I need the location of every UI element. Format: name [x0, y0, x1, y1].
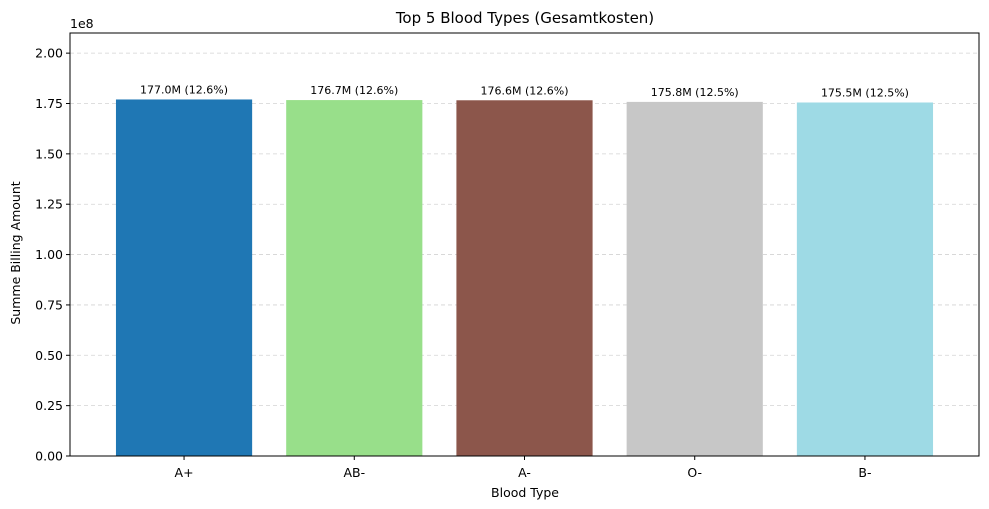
bar-B-	[796, 102, 934, 456]
bar-A+	[115, 99, 253, 456]
y-tick-label: 0.00	[35, 449, 63, 464]
x-tick-label: B-	[858, 465, 871, 480]
bar-value-label: 175.5M (12.5%)	[821, 86, 909, 99]
x-tick-label: AB-	[343, 465, 365, 480]
axes: 0.00 0.25 0.50 0.75 1.00 1.25 1.50 1.75 2.00 A+ AB…	[35, 32, 980, 480]
y-axis-offset-label: 1e8	[70, 16, 94, 31]
bar-value-label: 175.8M (12.5%)	[651, 86, 739, 99]
y-tick-label: 1.75	[35, 96, 63, 111]
y-tick-label: 0.75	[35, 297, 63, 312]
bar-AB-	[286, 100, 423, 456]
x-tick-label: A-	[518, 465, 531, 480]
bar-A-	[456, 100, 593, 456]
y-tick-label: 0.25	[35, 398, 63, 413]
bar-value-label: 176.6M (12.6%)	[480, 84, 568, 97]
bars: 177.0M (12.6%) 176.7M (12.6%) 176.6M (12.6…	[115, 83, 934, 456]
y-tick-label: 1.50	[35, 146, 63, 161]
y-tick-label: 0.50	[35, 348, 63, 363]
bar-value-label: 176.7M (12.6%)	[310, 84, 398, 97]
x-tick-label: A+	[175, 465, 194, 480]
bar-value-label: 177.0M (12.6%)	[140, 83, 228, 96]
y-tick-label: 1.25	[35, 197, 63, 212]
x-axis-label: Blood Type	[491, 485, 559, 500]
bar-O-	[626, 101, 763, 456]
chart-title: Top 5 Blood Types (Gesamtkosten)	[395, 9, 654, 27]
y-tick-label: 2.00	[35, 46, 63, 61]
plot-frame	[69, 32, 980, 457]
y-tick-label: 1.00	[35, 247, 63, 262]
x-tick-label: O-	[687, 465, 702, 480]
y-axis-label: Summe Billing Amount	[8, 181, 23, 324]
